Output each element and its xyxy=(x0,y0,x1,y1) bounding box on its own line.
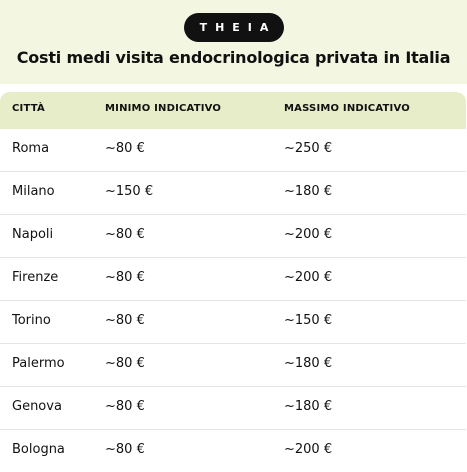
column-header-max: MASSIMO INDICATIVO xyxy=(284,103,410,114)
cell-max: ~200 € xyxy=(284,227,333,242)
cell-city: Palermo xyxy=(12,356,65,371)
brand-logo: THEIA xyxy=(184,13,284,42)
cell-city: Genova xyxy=(12,399,62,414)
column-header-min: MINIMO INDICATIVO xyxy=(105,103,222,114)
cell-min: ~80 € xyxy=(105,141,145,156)
cell-min: ~80 € xyxy=(105,442,145,457)
table-row: Napoli ~80 € ~200 € xyxy=(0,215,466,258)
brand-logo-text: THEIA xyxy=(199,21,277,34)
cell-max: ~180 € xyxy=(284,356,333,371)
page-title: Costi medi visita endocrinologica privat… xyxy=(16,48,451,67)
page: THEIA Costi medi visita endocrinologica … xyxy=(0,0,467,457)
cell-city: Firenze xyxy=(12,270,59,285)
cell-max: ~250 € xyxy=(284,141,333,156)
cell-city: Torino xyxy=(12,313,51,328)
cell-max: ~150 € xyxy=(284,313,333,328)
table-row: Roma ~80 € ~250 € xyxy=(0,129,466,172)
cell-min: ~80 € xyxy=(105,399,145,414)
cell-min: ~80 € xyxy=(105,313,145,328)
cell-city: Milano xyxy=(12,184,55,199)
table-header: CITTÀ MINIMO INDICATIVO MASSIMO INDICATI… xyxy=(0,92,466,129)
cell-min: ~80 € xyxy=(105,227,145,242)
cell-max: ~180 € xyxy=(284,184,333,199)
cell-max: ~200 € xyxy=(284,270,333,285)
cell-city: Bologna xyxy=(12,442,65,457)
column-header-city: CITTÀ xyxy=(12,103,45,114)
cell-min: ~150 € xyxy=(105,184,154,199)
table-row: Torino ~80 € ~150 € xyxy=(0,301,466,344)
cell-city: Napoli xyxy=(12,227,54,242)
table-row: Palermo ~80 € ~180 € xyxy=(0,344,466,387)
cell-min: ~80 € xyxy=(105,270,145,285)
table-row: Firenze ~80 € ~200 € xyxy=(0,258,466,301)
cost-table: CITTÀ MINIMO INDICATIVO MASSIMO INDICATI… xyxy=(0,92,466,472)
table-row: Milano ~150 € ~180 € xyxy=(0,172,466,215)
table-row: Genova ~80 € ~180 € xyxy=(0,387,466,430)
header: THEIA Costi medi visita endocrinologica … xyxy=(0,0,467,84)
cell-city: Roma xyxy=(12,141,50,156)
cell-max: ~200 € xyxy=(284,442,333,457)
cell-min: ~80 € xyxy=(105,356,145,371)
table-row: Bologna ~80 € ~200 € xyxy=(0,430,466,472)
cell-max: ~180 € xyxy=(284,399,333,414)
